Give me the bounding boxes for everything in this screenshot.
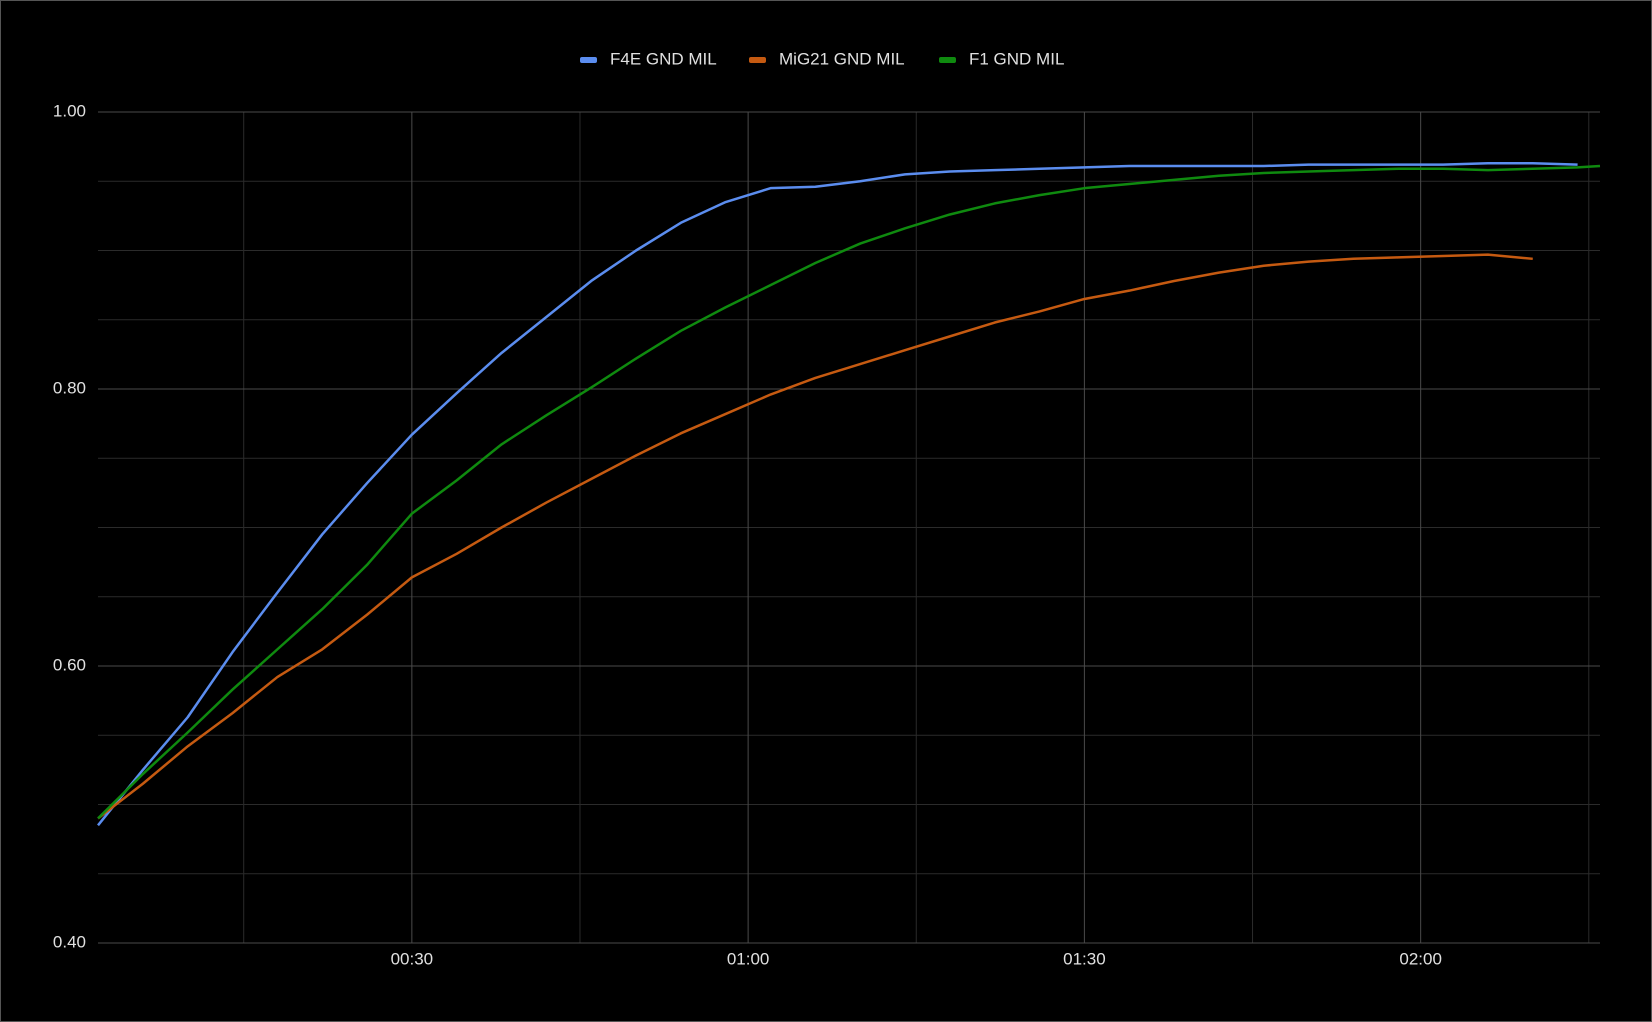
series-line [97, 164, 1601, 820]
legend-swatch [749, 57, 766, 63]
series-line [97, 253, 1533, 820]
x-tick-label: 01:30 [1063, 949, 1106, 968]
legend-swatch [939, 57, 956, 63]
legend-label: MiG21 GND MIL [779, 49, 905, 68]
legend-label: F4E GND MIL [610, 49, 717, 68]
legend-swatch [580, 57, 597, 63]
series-line [97, 162, 1578, 827]
x-tick-label: 01:00 [727, 949, 770, 968]
y-tick-label: 0.80 [53, 378, 86, 397]
y-tick-label: 0.40 [53, 932, 86, 951]
x-tick-label: 02:00 [1399, 949, 1442, 968]
y-tick-label: 1.00 [53, 101, 86, 120]
y-tick-label: 0.60 [53, 655, 86, 674]
legend-label: F1 GND MIL [969, 49, 1064, 68]
x-tick-label: 00:30 [391, 949, 434, 968]
